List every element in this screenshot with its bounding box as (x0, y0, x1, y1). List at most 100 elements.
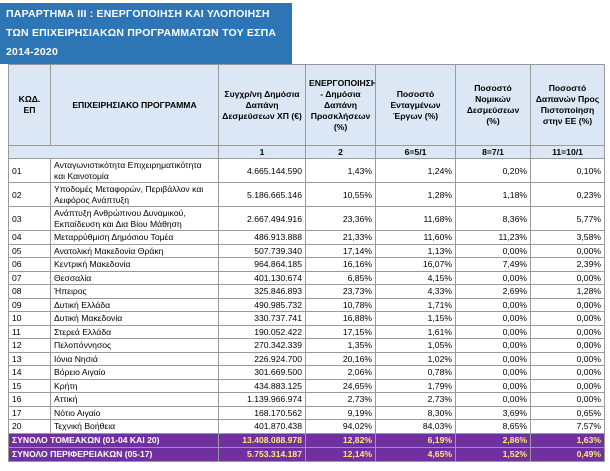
value-cell: 1,71% (375, 297, 456, 312)
table-row: 17 Νότιο Αιγαίο 168.170.562 9,19% 8,30% 3,69%… (8, 405, 605, 420)
value-cell: 401.130.674 (218, 270, 306, 285)
value-cell: 0,00% (530, 311, 605, 326)
value-cell: 21,33% (305, 230, 376, 245)
code-cell: 08 (8, 284, 51, 299)
total-value: 5.753.314.187 (218, 446, 306, 462)
value-cell: 16,88% (305, 311, 376, 326)
value-cell: 964.864.185 (218, 257, 306, 272)
name-cell: Δυτική Ελλάδα (50, 297, 219, 312)
value-cell: 0,00% (530, 338, 605, 353)
value-cell: 1,18% (455, 182, 531, 207)
table-row: 12 Πελοπόννησος 270.342.339 1,35% 1,05% 0,00%… (8, 338, 605, 353)
value-cell: 0,20% (455, 158, 531, 183)
name-cell: Αττική (50, 392, 219, 407)
total-value: 4,65% (375, 446, 456, 462)
table-row: 03 Ανάπτυξη Ανθρώπινου Δυναμικού, Εκπαίδε… (8, 206, 605, 231)
code-cell: 20 (8, 419, 51, 434)
value-cell: 490.985.732 (218, 297, 306, 312)
value-cell: 2,69% (455, 284, 531, 299)
value-cell: 0,00% (530, 365, 605, 380)
value-cell: 401.870.438 (218, 419, 306, 434)
table-row: 14 Βόρειο Αιγαίο 301.669.500 2,06% 0,78% 0,00… (8, 365, 605, 380)
subheader-cell: 11=10/1 (530, 145, 605, 159)
value-cell: 1,79% (375, 378, 456, 393)
value-cell: 0,00% (530, 297, 605, 312)
name-cell: Τεχνική Βοήθεια (50, 419, 219, 434)
value-cell: 1,35% (305, 338, 376, 353)
name-cell: Στερεά Ελλάδα (50, 324, 219, 339)
value-cell: 84,03% (375, 419, 456, 434)
code-cell: 15 (8, 378, 51, 393)
value-cell: 23,36% (305, 206, 376, 231)
value-cell: 8,36% (455, 206, 531, 231)
value-cell: 4.665.144.590 (218, 158, 306, 183)
value-cell: 0,00% (455, 338, 531, 353)
header-cell: Συγχρ/νη Δημόσια Δαπάνη Δεσμεύσεων ΧΠ (€… (218, 64, 306, 146)
name-cell: Νότιο Αιγαίο (50, 405, 219, 420)
page-title: ΠΑΡΑΡΤΗΜΑ ΙΙΙ : ΕΝΕΡΓΟΠΟΙΗΣΗ ΚΑΙ ΥΛΟΠΟΙΗ… (0, 3, 292, 64)
table-row: 09 Δυτική Ελλάδα 490.985.732 10,78% 1,71% 0,0… (8, 297, 605, 312)
total-value: 12,82% (305, 432, 376, 448)
value-cell: 0,00% (455, 392, 531, 407)
code-cell: 02 (8, 182, 51, 207)
name-cell: Μεταρρύθμιση Δημόσιου Τομέα (50, 230, 219, 245)
value-cell: 94,02% (305, 419, 376, 434)
header-cell: ΕΝΕΡΓΟΠΟΙΗΣΗ - Δημόσια Δαπάνη Προσκλήσεω… (305, 64, 376, 146)
code-cell: 14 (8, 365, 51, 380)
table-row: 07 Θεσσαλία 401.130.674 6,85% 4,15% 0,00% 0,00… (8, 270, 605, 285)
value-cell: 1,15% (375, 311, 456, 326)
table-row: 20 Τεχνική Βοήθεια 401.870.438 94,02% 84,03%… (8, 419, 605, 434)
table-row: 08 Ήπειρος 325.846.893 23,73% 4,33% 2,69% 1,28… (8, 284, 605, 299)
table-row: 10 Δυτική Μακεδονία 330.737.741 16,88% 1,15%… (8, 311, 605, 326)
name-cell: Ανάπτυξη Ανθρώπινου Δυναμικού, Εκπαίδευσ… (50, 206, 219, 231)
name-cell: Βόρειο Αιγαίο (50, 365, 219, 380)
value-cell: 5.186.665.146 (218, 182, 306, 207)
table-row: 02 Υποδομές Μεταφορών, Περιβάλλον και Αει… (8, 182, 605, 207)
value-cell: 1,28% (530, 284, 605, 299)
header-cell: Ποσοστό Δαπανών Προς Πιστοποίηση στην ΕΕ… (530, 64, 605, 146)
value-cell: 486.913.888 (218, 230, 306, 245)
code-cell: 10 (8, 311, 51, 326)
value-cell: 0,00% (530, 392, 605, 407)
value-cell: 0,00% (455, 365, 531, 380)
value-cell: 301.669.500 (218, 365, 306, 380)
table-row: 15 Κρήτη 434.883.125 24,65% 1,79% 0,00% 0,00% (8, 378, 605, 393)
header-cell: ΕΠΙΧΕΙΡΗΣΙΑΚΟ ΠΡΟΓΡΑΜΜΑ (50, 64, 219, 146)
code-cell: 06 (8, 257, 51, 272)
value-cell: 0,00% (530, 351, 605, 366)
code-cell: 16 (8, 392, 51, 407)
code-cell: 12 (8, 338, 51, 353)
name-cell: Πελοπόννησος (50, 338, 219, 353)
value-cell: 8,30% (375, 405, 456, 420)
header-cell: ΚΩΔ. ΕΠ (8, 64, 51, 146)
code-cell: 01 (8, 158, 51, 183)
name-cell: Ανταγωνιστικότητα Επιχειρηματικότητα και… (50, 158, 219, 183)
value-cell: 0,65% (530, 405, 605, 420)
total-value: 1,63% (530, 432, 605, 448)
value-cell: 20,16% (305, 351, 376, 366)
code-cell: 17 (8, 405, 51, 420)
value-cell: 190.052.422 (218, 324, 306, 339)
subheader-cell: 1 (218, 145, 306, 159)
total-value: 1,52% (455, 446, 531, 462)
name-cell: Κρήτη (50, 378, 219, 393)
value-cell: 0,00% (455, 270, 531, 285)
table-row: 04 Μεταρρύθμιση Δημόσιου Τομέα 486.913.888… (8, 230, 605, 245)
value-cell: 226.924.700 (218, 351, 306, 366)
value-cell: 7,49% (455, 257, 531, 272)
header-cell: Ποσοστό Νομικών Δεσμεύσεων (%) (455, 64, 531, 146)
value-cell: 0,00% (530, 324, 605, 339)
header-cell: Ποσοστό Ενταγμένων Έργων (%) (375, 64, 456, 146)
value-cell: 11,23% (455, 230, 531, 245)
code-cell: 07 (8, 270, 51, 285)
value-cell: 16,07% (375, 257, 456, 272)
value-cell: 10,55% (305, 182, 376, 207)
total-row: ΣΥΝΟΛΟ ΠΕΡΙΦΕΡΕΙΑΚΩΝ (05-17) 5.753.314.18… (8, 446, 605, 462)
value-cell: 11,60% (375, 230, 456, 245)
total-label: ΣΥΝΟΛΟ ΠΕΡΙΦΕΡΕΙΑΚΩΝ (05-17) (8, 446, 219, 462)
value-cell: 507.739.340 (218, 243, 306, 258)
total-value: 12,14% (305, 446, 376, 462)
subheader-cell (8, 145, 219, 159)
table-row: 01 Ανταγωνιστικότητα Επιχειρηματικότητα κ… (8, 158, 605, 183)
